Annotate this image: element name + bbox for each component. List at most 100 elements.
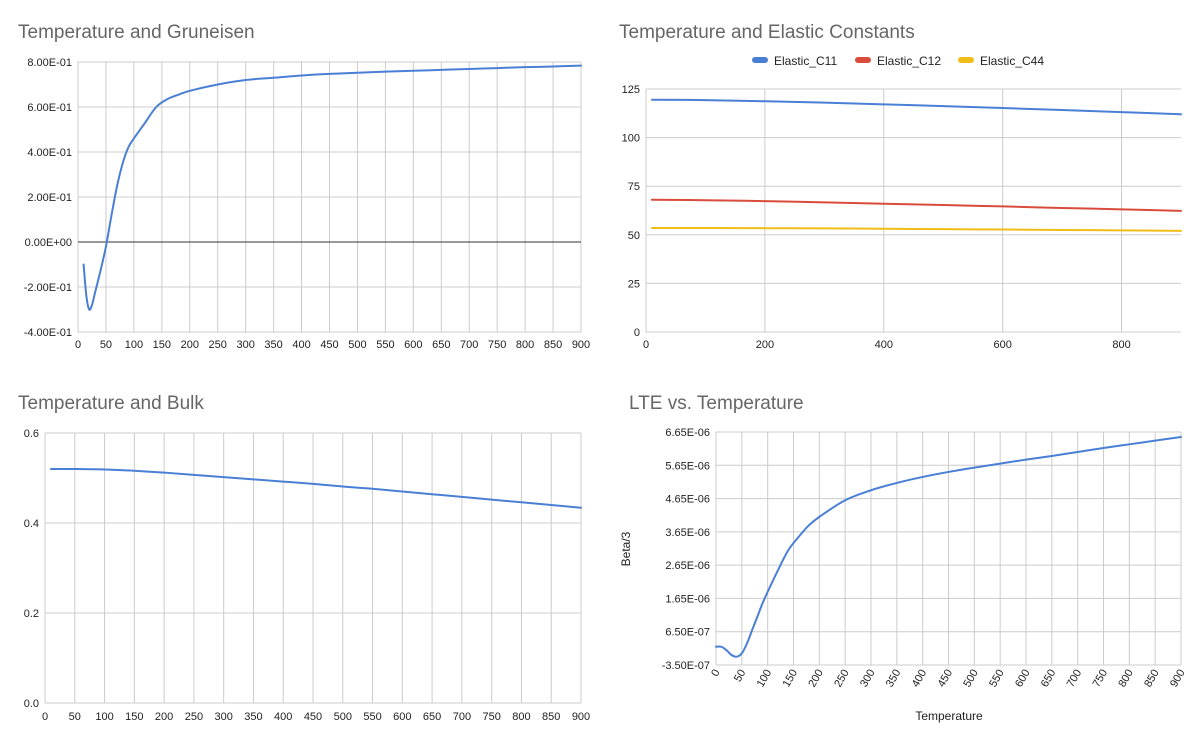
x-tick-label: 850 — [542, 711, 560, 723]
x-tick-label: 750 — [488, 339, 506, 351]
chart-title: Temperature and Bulk — [18, 393, 204, 414]
chart-bulk: Temperature and Bulk 0.0 0.2 0.4 0.6 0 50 100… — [18, 393, 590, 723]
x-tick-label: 350 — [244, 711, 262, 723]
y-tick-label: -3.50E-07 — [662, 660, 710, 672]
x-tick-label: 200 — [756, 339, 774, 351]
x-tick-label: 0 — [75, 339, 81, 351]
y-tick-label: -4.00E-01 — [24, 327, 72, 339]
gridlines — [44, 432, 582, 704]
x-tick-label: 700 — [460, 339, 478, 351]
x-tick-label: 500 — [334, 711, 352, 723]
legend: Elastic_C11 Elastic_C12 Elastic_C44 — [752, 54, 1044, 68]
y-tick-label: 2.65E-06 — [665, 560, 710, 572]
chart-title: LTE vs. Temperature — [629, 393, 804, 414]
gridlines — [715, 431, 1182, 666]
x-tick-label: 150 — [153, 339, 171, 351]
x-tick-label: 400 — [292, 339, 310, 351]
y-tick-label: 0.00E+00 — [25, 237, 72, 249]
chart-title: Temperature and Gruneisen — [18, 22, 255, 43]
x-tick-label: 400 — [875, 339, 893, 351]
legend-label: Elastic_C44 — [980, 54, 1044, 68]
series-line — [650, 98, 1182, 116]
x-tick-label: 600 — [404, 339, 422, 351]
y-tick-label: 4.65E-06 — [665, 494, 710, 506]
x-tick-labels: 0 200 400 600 800 — [643, 339, 1131, 351]
x-tick-label: 300 — [214, 711, 232, 723]
y-tick-label: 0 — [634, 327, 640, 339]
x-tick-label: 50 — [69, 711, 81, 723]
x-tick-label: 400 — [274, 711, 292, 723]
y-tick-labels: -4.00E-01 -2.00E-01 0.00E+00 2.00E-01 4.00E-… — [24, 57, 72, 339]
series-lines — [715, 435, 1182, 658]
y-tick-label: 0.0 — [24, 698, 39, 710]
legend-swatch — [752, 57, 768, 63]
gridlines — [645, 88, 1181, 333]
x-tick-label: 550 — [363, 711, 381, 723]
series-line — [650, 226, 1182, 232]
series-line — [82, 64, 582, 311]
x-tick-label: 350 — [264, 339, 282, 351]
y-tick-label: 6.50E-07 — [665, 627, 710, 639]
legend-swatch — [958, 57, 974, 63]
x-tick-label: 450 — [304, 711, 322, 723]
y-tick-label: 8.00E-01 — [27, 57, 72, 69]
x-tick-label: 200 — [181, 339, 199, 351]
y-tick-label: 4.00E-01 — [27, 147, 72, 159]
series-line — [650, 198, 1182, 212]
y-tick-label: 3.65E-06 — [665, 527, 710, 539]
x-tick-label: 550 — [376, 339, 394, 351]
x-tick-label: 50 — [100, 339, 112, 351]
series-lines — [49, 467, 582, 509]
legend-item: Elastic_C44 — [958, 54, 1044, 68]
y-tick-label: -2.00E-01 — [24, 282, 72, 294]
x-tick-label: 0 — [709, 668, 722, 679]
x-tick-label: 750 — [482, 711, 500, 723]
x-tick-label: 450 — [320, 339, 338, 351]
chart-elastic-constants: Temperature and Elastic Constants Elasti… — [619, 22, 1182, 351]
x-tick-labels: 0 50 100 150 200 250 300 350 400 450 500 550 600 650 7… — [75, 339, 590, 351]
chart-title: Temperature and Elastic Constants — [619, 22, 915, 43]
y-tick-label: 100 — [622, 133, 640, 145]
y-tick-labels: -3.50E-07 6.50E-07 1.65E-06 2.65E-06 3.65E-0… — [662, 427, 710, 672]
x-tick-label: 900 — [572, 711, 590, 723]
y-tick-labels: 0 25 50 75 100 125 — [622, 84, 640, 339]
gridlines — [77, 61, 582, 333]
y-axis-label: Beta/3 — [619, 531, 633, 566]
x-tick-label: 800 — [512, 711, 530, 723]
y-tick-label: 5.65E-06 — [665, 460, 710, 472]
legend-label: Elastic_C12 — [877, 54, 941, 68]
x-tick-label: 300 — [236, 339, 254, 351]
y-tick-label: 25 — [628, 278, 640, 290]
series-lines — [82, 64, 582, 311]
x-tick-label: 700 — [453, 711, 471, 723]
x-tick-label: 600 — [393, 711, 411, 723]
y-tick-label: 125 — [622, 84, 640, 96]
x-tick-label: 650 — [423, 711, 441, 723]
y-tick-label: 6.00E-01 — [27, 102, 72, 114]
x-tick-label: 200 — [155, 711, 173, 723]
x-tick-label: 600 — [993, 339, 1011, 351]
x-tick-label: 800 — [1112, 339, 1130, 351]
y-tick-label: 50 — [628, 230, 640, 242]
x-tick-label: 0 — [42, 711, 48, 723]
y-tick-label: 2.00E-01 — [27, 192, 72, 204]
x-tick-label: 650 — [432, 339, 450, 351]
y-tick-label: 0.4 — [24, 518, 39, 530]
legend-swatch — [855, 57, 871, 63]
y-tick-label: 1.65E-06 — [665, 593, 710, 605]
series-line — [715, 435, 1182, 658]
y-tick-labels: 0.0 0.2 0.4 0.6 — [24, 428, 39, 710]
x-tick-label: 800 — [516, 339, 534, 351]
x-tick-label: 50 — [732, 668, 749, 685]
legend-label: Elastic_C11 — [774, 54, 837, 68]
x-tick-label: 0 — [643, 339, 649, 351]
y-tick-label: 0.2 — [24, 608, 39, 620]
x-axis-label: Temperature — [915, 709, 983, 723]
x-tick-label: 250 — [185, 711, 203, 723]
series-line — [49, 467, 582, 509]
chart-gruneisen: Temperature and Gruneisen -4.00E-01 -2.00… — [18, 22, 590, 351]
series-lines — [650, 98, 1182, 232]
x-tick-label: 500 — [348, 339, 366, 351]
x-tick-label: 900 — [572, 339, 590, 351]
